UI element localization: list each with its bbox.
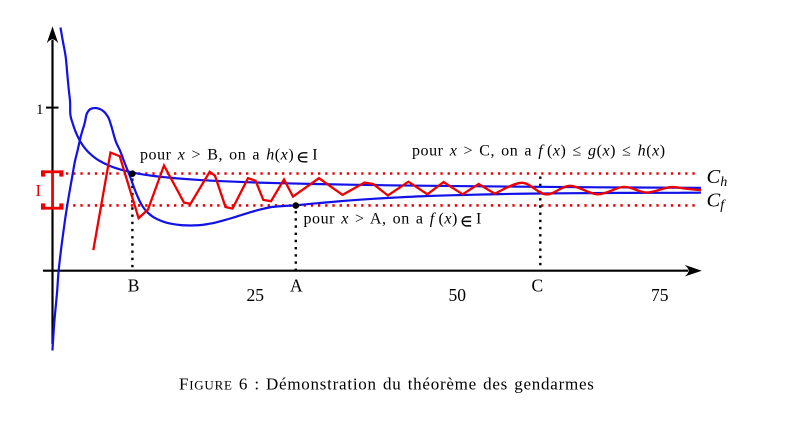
svg-text:Ch: Ch <box>707 166 728 190</box>
svg-text:75: 75 <box>651 285 669 305</box>
svg-text:FIGURE 6 : Démonstration du th: FIGURE 6 : Démonstration du théorème des… <box>179 374 595 393</box>
svg-text:pour x > C, on a f (x) ≤ g(x): pour x > C, on a f (x) ≤ g(x) ≤ h(x) <box>412 142 666 159</box>
svg-text:I: I <box>476 211 482 228</box>
svg-text:25: 25 <box>247 285 265 305</box>
svg-text:pour x > B, on a h(x): pour x > B, on a h(x) <box>140 146 294 163</box>
svg-text:C: C <box>532 276 544 296</box>
svg-text:1: 1 <box>36 102 44 118</box>
svg-text:I: I <box>312 146 318 163</box>
svg-text:Cf: Cf <box>707 189 727 213</box>
svg-text:B: B <box>128 276 140 296</box>
svg-text:A: A <box>290 276 303 296</box>
svg-text:pour x > A, on a f (x): pour x > A, on a f (x) <box>304 211 458 228</box>
svg-text:I: I <box>36 181 42 200</box>
svg-text:50: 50 <box>449 285 467 305</box>
